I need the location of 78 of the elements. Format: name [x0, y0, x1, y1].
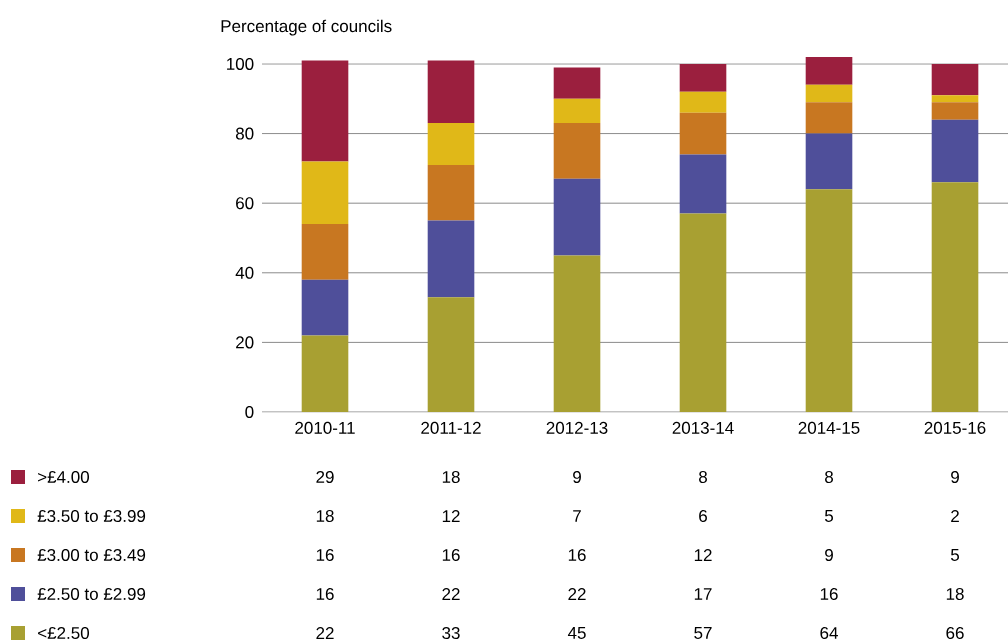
bar [679, 91, 727, 113]
bar [805, 102, 853, 134]
data-label: 9 [825, 548, 833, 562]
bar [427, 297, 475, 412]
y-tick-label: 0 [245, 405, 254, 419]
data-label: 16 [316, 587, 334, 601]
legend-label: £3.00 to £3.49 [37, 548, 146, 562]
data-label: 18 [316, 509, 334, 523]
y-tick-label: 100 [227, 57, 254, 70]
x-tick-label: 2012-13 [546, 421, 608, 434]
bar [301, 335, 349, 412]
data-label: 12 [694, 549, 712, 561]
data-label: 5 [950, 549, 960, 561]
bar [679, 112, 727, 155]
bar [805, 57, 853, 85]
x-tick-label: 2010-11 [295, 421, 355, 434]
data-label: 18 [946, 587, 964, 601]
data-label: 17 [694, 588, 712, 600]
data-label: 57 [694, 627, 712, 639]
data-label: 7 [573, 510, 581, 522]
data-label: 6 [699, 509, 707, 523]
data-label: 8 [699, 470, 707, 484]
data-label: 16 [316, 548, 334, 562]
data-label: 64 [820, 626, 838, 640]
bar [553, 98, 601, 124]
data-label: 16 [568, 548, 586, 562]
bar [301, 60, 349, 162]
data-label: 12 [442, 510, 460, 522]
data-label: 22 [442, 588, 460, 600]
data-label: 9 [573, 470, 581, 484]
bar [805, 84, 853, 103]
bar [553, 255, 601, 412]
bar [427, 60, 475, 124]
bar [679, 63, 727, 92]
bar [931, 102, 979, 120]
x-tick-label: 2015-16 [924, 421, 986, 434]
bar [301, 224, 349, 280]
y-tick-label: 20 [236, 336, 254, 349]
bar [301, 279, 349, 336]
data-label: 29 [316, 470, 334, 484]
bar [805, 133, 853, 190]
y-tick-label: 80 [235, 127, 254, 140]
bar [931, 119, 979, 183]
legend-label: <£2.50 [38, 626, 90, 640]
bar [931, 95, 979, 103]
data-label: 16 [442, 548, 460, 562]
bar [931, 63, 979, 96]
bar [805, 189, 853, 412]
x-tick-label: 2013-14 [672, 421, 734, 434]
y-tick-label: 40 [235, 266, 254, 279]
bar [553, 123, 601, 179]
y-tick-label: 60 [236, 197, 254, 210]
data-label: 8 [825, 470, 833, 484]
bar [553, 178, 601, 256]
bar [679, 213, 727, 412]
data-label: 18 [442, 470, 460, 484]
bar [301, 161, 349, 225]
bar [427, 164, 475, 221]
data-label: 5 [824, 510, 834, 522]
x-tick-label: 2014-15 [798, 421, 860, 434]
data-label: 16 [820, 587, 838, 601]
data-label: 22 [316, 627, 334, 639]
data-label: 33 [442, 626, 460, 640]
x-tick-label: 2011-12 [421, 421, 481, 434]
data-label: 45 [567, 627, 586, 639]
data-label: 66 [946, 626, 964, 640]
legend-label: £3.50 to £3.99 [37, 509, 146, 523]
bar [427, 220, 475, 298]
bar [931, 182, 979, 412]
data-label: 9 [951, 470, 959, 484]
legend-label: £2.50 to £2.99 [37, 587, 146, 601]
data-label: 2 [951, 510, 959, 522]
bar [679, 154, 727, 214]
y-axis-title: Percentage of councils [221, 19, 392, 36]
bar [553, 67, 601, 99]
legend-label: >£4.00 [38, 470, 90, 484]
data-label: 22 [568, 588, 586, 600]
bar [427, 123, 475, 165]
